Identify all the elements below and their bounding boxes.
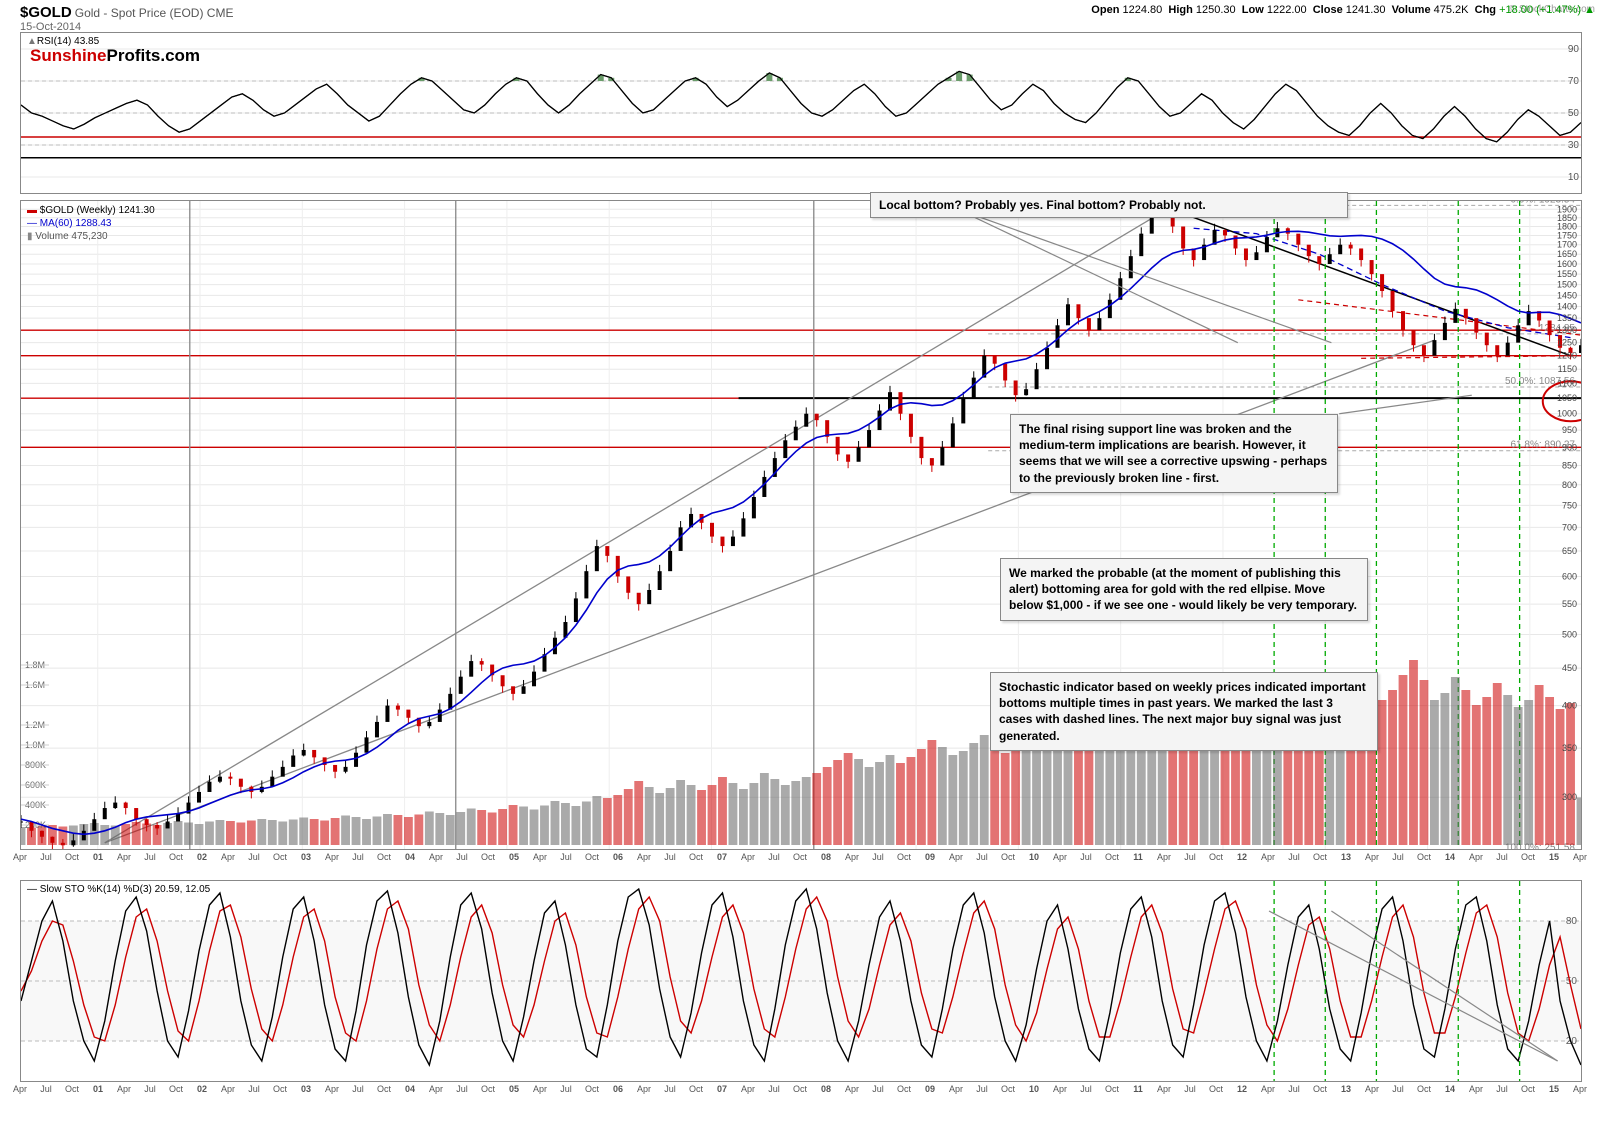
time-axis-sto: AprJulOct01AprJulOct02AprJulOct03AprJulO…: [20, 1082, 1580, 1106]
svg-text:1400: 1400: [1557, 302, 1577, 312]
rsi-panel: ▲RSI(14) 43.85 1030507090: [20, 32, 1582, 194]
ohlc-summary: Open 1224.80 High 1250.30 Low 1222.00 Cl…: [1091, 4, 1595, 16]
svg-text:1100: 1100: [1558, 378, 1577, 388]
svg-text:950: 950: [1562, 425, 1577, 435]
svg-text:400: 400: [1562, 701, 1577, 711]
svg-text:1250: 1250: [1557, 338, 1577, 348]
svg-text:1300: 1300: [1557, 325, 1577, 335]
sto-plot: 205080: [21, 881, 1581, 1081]
svg-text:650: 650: [1562, 546, 1577, 556]
ticker-description: Gold - Spot Price (EOD) CME: [75, 6, 234, 20]
svg-text:1650: 1650: [1557, 249, 1577, 259]
ticker-symbol: $GOLD: [20, 4, 72, 21]
price-panel: ▬ $GOLD (Weekly) 1241.30 — MA(60) 1288.4…: [20, 200, 1582, 850]
svg-text:300: 300: [1562, 792, 1577, 802]
svg-text:1750: 1750: [1557, 230, 1577, 240]
rsi-plot: 1030507090: [21, 33, 1581, 193]
svg-text:700: 700: [1562, 522, 1577, 532]
annotation-support-broken: The final rising support line was broken…: [1010, 414, 1338, 493]
svg-text:1200: 1200: [1557, 351, 1577, 361]
svg-text:850: 850: [1562, 460, 1577, 470]
svg-text:1800: 1800: [1557, 221, 1577, 231]
svg-text:550: 550: [1562, 599, 1577, 609]
svg-text:600: 600: [1562, 571, 1577, 581]
svg-text:1050: 1050: [1557, 393, 1577, 403]
stochastic-panel: — Slow STO %K(14) %D(3) 20.59, 12.05 205…: [20, 880, 1582, 1082]
change-value: +18.00 (+1.47%): [1499, 4, 1581, 16]
svg-text:1500: 1500: [1557, 280, 1577, 290]
svg-text:1550: 1550: [1557, 269, 1577, 279]
svg-text:500: 500: [1562, 630, 1577, 640]
sto-legend: — Slow STO %K(14) %D(3) 20.59, 12.05: [27, 884, 210, 895]
annotation-stochastic: Stochastic indicator based on weekly pri…: [990, 672, 1378, 751]
chart-header: $GOLD Gold - Spot Price (EOD) CME 15-Oct…: [20, 4, 1595, 32]
svg-text:450: 450: [1562, 663, 1577, 673]
price-legend: ▬ $GOLD (Weekly) 1241.30 — MA(60) 1288.4…: [27, 204, 155, 243]
price-plot: 300 350 400 450 500 550 600 650 700 750 800 850 900 9…: [21, 201, 1581, 849]
svg-text:1900: 1900: [1557, 204, 1577, 214]
annotation-local-bottom: Local bottom? Probably yes. Final bottom…: [870, 192, 1348, 218]
svg-text:350: 350: [1562, 743, 1577, 753]
time-axis-price: AprJulOct01AprJulOct02AprJulOct03AprJulO…: [20, 850, 1580, 874]
watermark: SunshineProfits.com: [30, 46, 200, 66]
svg-text:1000: 1000: [1557, 409, 1577, 419]
svg-text:750: 750: [1562, 500, 1577, 510]
annotation-bottoming-area: We marked the probable (at the moment of…: [1000, 558, 1368, 621]
stock-chart: © StockCharts.com $GOLD Gold - Spot Pric…: [0, 0, 1615, 1123]
svg-text:1150: 1150: [1558, 364, 1577, 374]
svg-text:800: 800: [1562, 480, 1577, 490]
svg-text:900: 900: [1562, 442, 1577, 452]
svg-text:10: 10: [1568, 172, 1580, 183]
svg-text:1450: 1450: [1557, 290, 1577, 300]
svg-text:90: 90: [1568, 44, 1580, 55]
svg-text:1700: 1700: [1557, 240, 1577, 250]
svg-text:1600: 1600: [1557, 259, 1577, 269]
svg-text:1350: 1350: [1557, 313, 1577, 323]
